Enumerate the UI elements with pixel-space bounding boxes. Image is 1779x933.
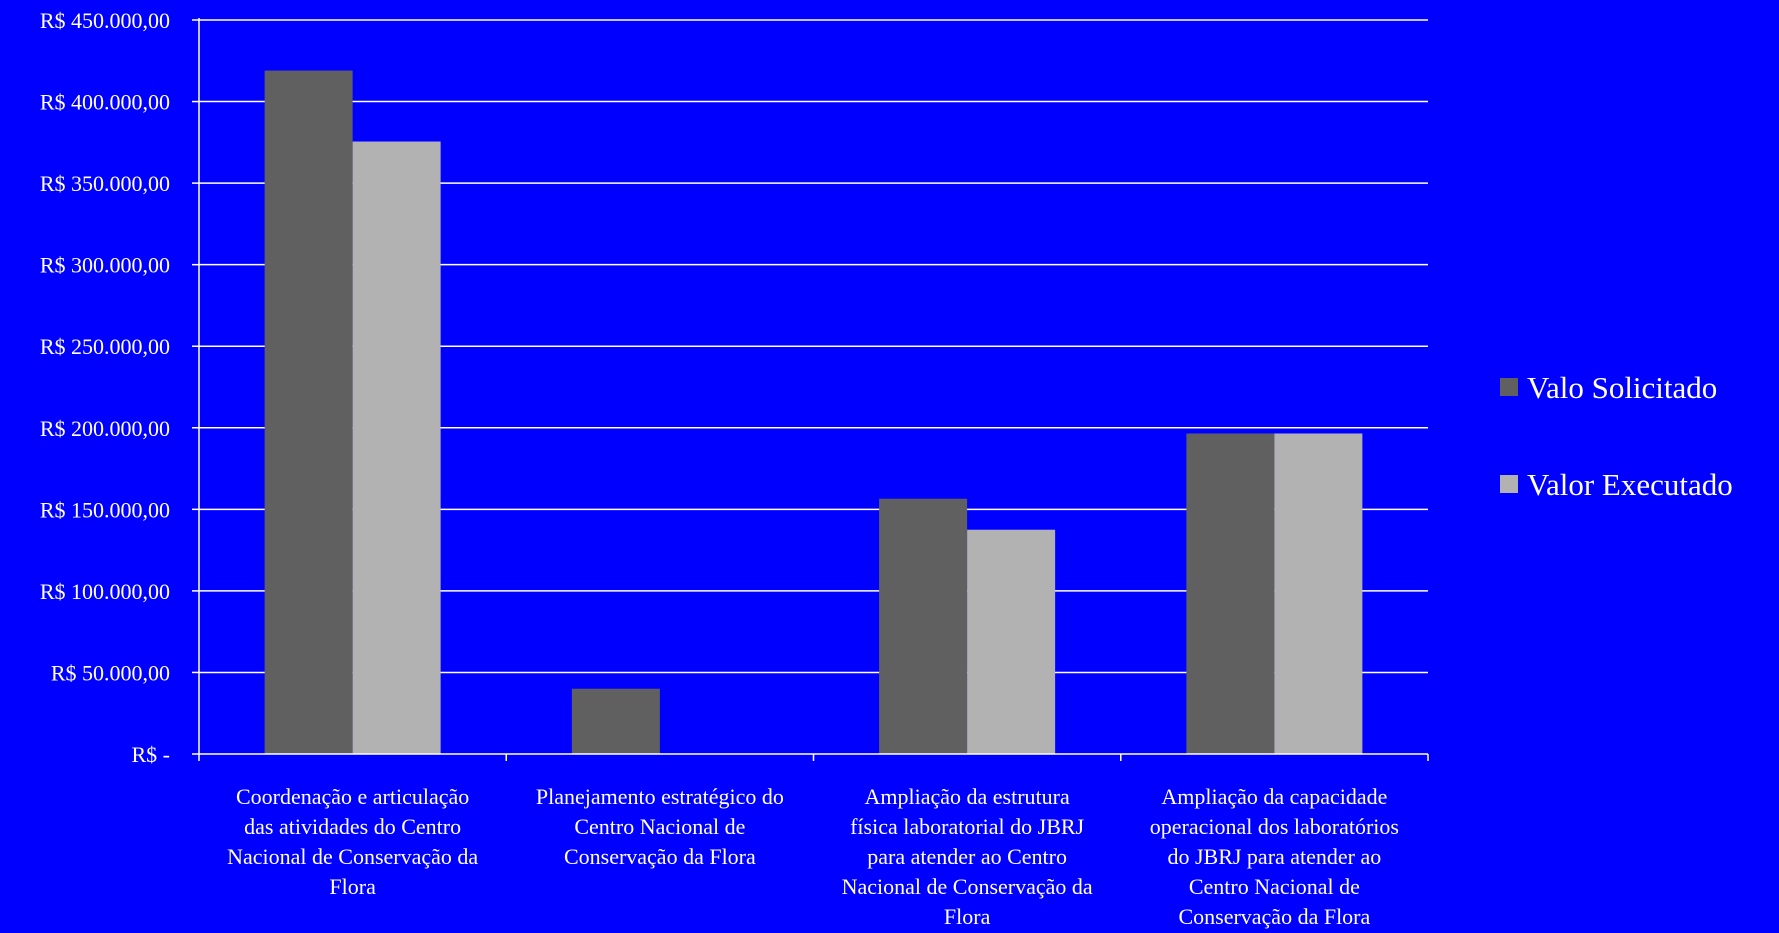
bar-solicitado [1186,433,1275,754]
y-tick-label: R$ - [132,742,171,767]
legend-label: Valo Solicitado [1527,370,1717,405]
axes [192,18,1429,761]
y-tick-labels: R$ - R$ 50.000,00 R$ 100.000,00 R$ 150.000,… [40,8,170,767]
bar-solicitado [264,70,353,754]
y-tick-label: R$ 200.000,00 [40,416,170,441]
bar-solicitado [879,498,968,754]
y-tick-label: R$ 300.000,00 [40,253,170,278]
legend: Valo Solicitado Valor Executado [1500,370,1733,502]
y-tick-label: R$ 400.000,00 [40,90,170,115]
bar-executado [352,141,441,755]
category-label: Ampliação da capacidade operacional dos l… [1150,784,1399,929]
legend-swatch [1500,475,1518,493]
y-tick-label: R$ 150.000,00 [40,497,170,522]
y-tick-label: R$ 450.000,00 [40,8,170,33]
y-tick-label: R$ 250.000,00 [40,334,170,359]
legend-label: Valor Executado [1527,467,1733,502]
bars [264,70,1363,755]
y-tick-label: R$ 50.000,00 [51,660,170,685]
bar-solicitado [571,688,660,754]
y-tick-label: R$ 350.000,00 [40,171,170,196]
bar-executado [967,529,1056,754]
bar-executado [1274,433,1363,754]
category-label: Ampliação da estrutura física laboratoria… [842,784,1093,929]
legend-swatch [1500,378,1518,396]
category-label: Planejamento estratégico do Centro Nacion… [536,784,784,869]
category-labels: Coordenação e articulação das atividades … [227,784,1399,929]
y-tick-label: R$ 100.000,00 [40,579,170,604]
category-label: Coordenação e articulação das atividades … [227,784,478,899]
